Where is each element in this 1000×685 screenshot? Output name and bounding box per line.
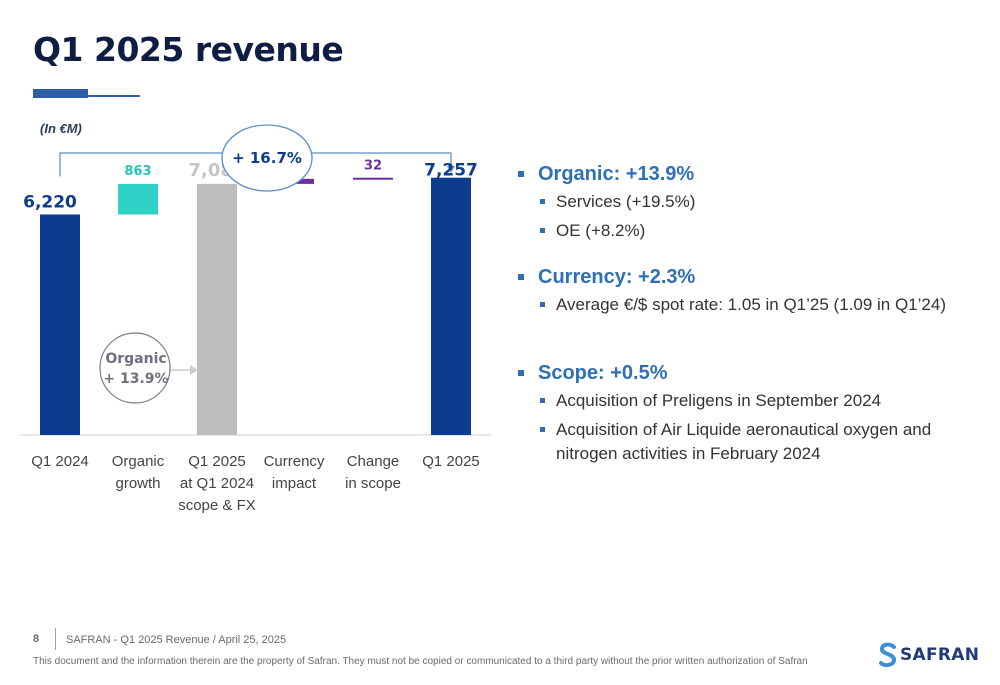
safran-logo: SAFRAN	[878, 642, 979, 668]
bar-2	[197, 183, 237, 435]
x-tick-label: in scope	[345, 475, 401, 492]
organic-arrow-head	[190, 365, 198, 375]
x-tick-label: Q1 2025	[188, 453, 246, 470]
bullet-item: Average €/$ spot rate: 1.05 in Q1’25 (1.…	[538, 293, 976, 317]
organic-callout-text: Organic	[105, 351, 166, 367]
title-underline	[33, 89, 140, 98]
bullet-heading: Organic: +13.9%	[538, 163, 695, 185]
bullet-item: Services (+19.5%)	[538, 190, 976, 214]
chart-bars	[20, 177, 491, 436]
bullet-currency: Currency: +2.3% Average €/$ spot rate: 1…	[516, 263, 976, 317]
x-tick-label: Currency	[264, 453, 325, 470]
bullet-scope: Scope: +0.5% Acquisition of Preligens in…	[516, 359, 976, 466]
x-tick-label: Q1 2024	[31, 453, 89, 470]
growth-callout-circle	[221, 124, 313, 192]
x-tick-label: impact	[272, 475, 317, 492]
growth-callout-text: + 16.7%	[232, 149, 302, 167]
value-label-4: 32	[364, 159, 382, 174]
x-tick-label: Change	[347, 453, 400, 470]
chart-annotations: + 16.7% Organic + 13.9%	[99, 124, 313, 404]
bullet-item: OE (+8.2%)	[538, 219, 976, 243]
unit-label: (In €M)	[40, 121, 82, 136]
bullet-list: Organic: +13.9% Services (+19.5%) OE (+8…	[516, 160, 976, 471]
bar-4	[353, 177, 393, 180]
value-label-5: 7,257	[424, 161, 478, 181]
organic-callout-text: + 13.9%	[103, 371, 168, 387]
bullet-item: Acquisition of Air Liquide aeronautical …	[538, 418, 976, 466]
value-label-0: 6,220	[23, 192, 77, 212]
logo-text: SAFRAN	[900, 645, 980, 665]
safran-s-logo-icon	[879, 642, 897, 668]
page-title: Q1 2025 revenue	[33, 30, 344, 69]
x-tick-label: Q1 2025	[422, 453, 480, 470]
page-number: 8	[33, 633, 40, 645]
bar-5	[431, 177, 471, 435]
x-tick-label: Organic	[112, 453, 165, 470]
bullet-heading: Currency: +2.3%	[538, 266, 696, 288]
bullet-heading: Scope: +0.5%	[538, 362, 668, 384]
bullet-organic: Organic: +13.9% Services (+19.5%) OE (+8…	[516, 160, 976, 243]
growth-connector-arrow	[447, 166, 455, 173]
bullet-item: Acquisition of Preligens in September 20…	[538, 389, 976, 413]
bar-0	[40, 214, 80, 435]
footer-separator	[55, 628, 56, 650]
footer-source: SAFRAN - Q1 2025 Revenue / April 25, 202…	[66, 634, 287, 646]
chart-x-labels: Q1 2024 Organic growth Q1 2025 at Q1 2024 sco…	[31, 453, 480, 514]
x-tick-label: at Q1 2024	[180, 475, 254, 492]
x-tick-label: growth	[115, 475, 160, 492]
value-label-1: 863	[124, 164, 151, 179]
x-tick-label: scope & FX	[178, 497, 256, 514]
organic-callout-circle	[99, 332, 171, 404]
footer-disclaimer: This document and the information therei…	[33, 656, 808, 667]
bar-1	[118, 183, 158, 215]
